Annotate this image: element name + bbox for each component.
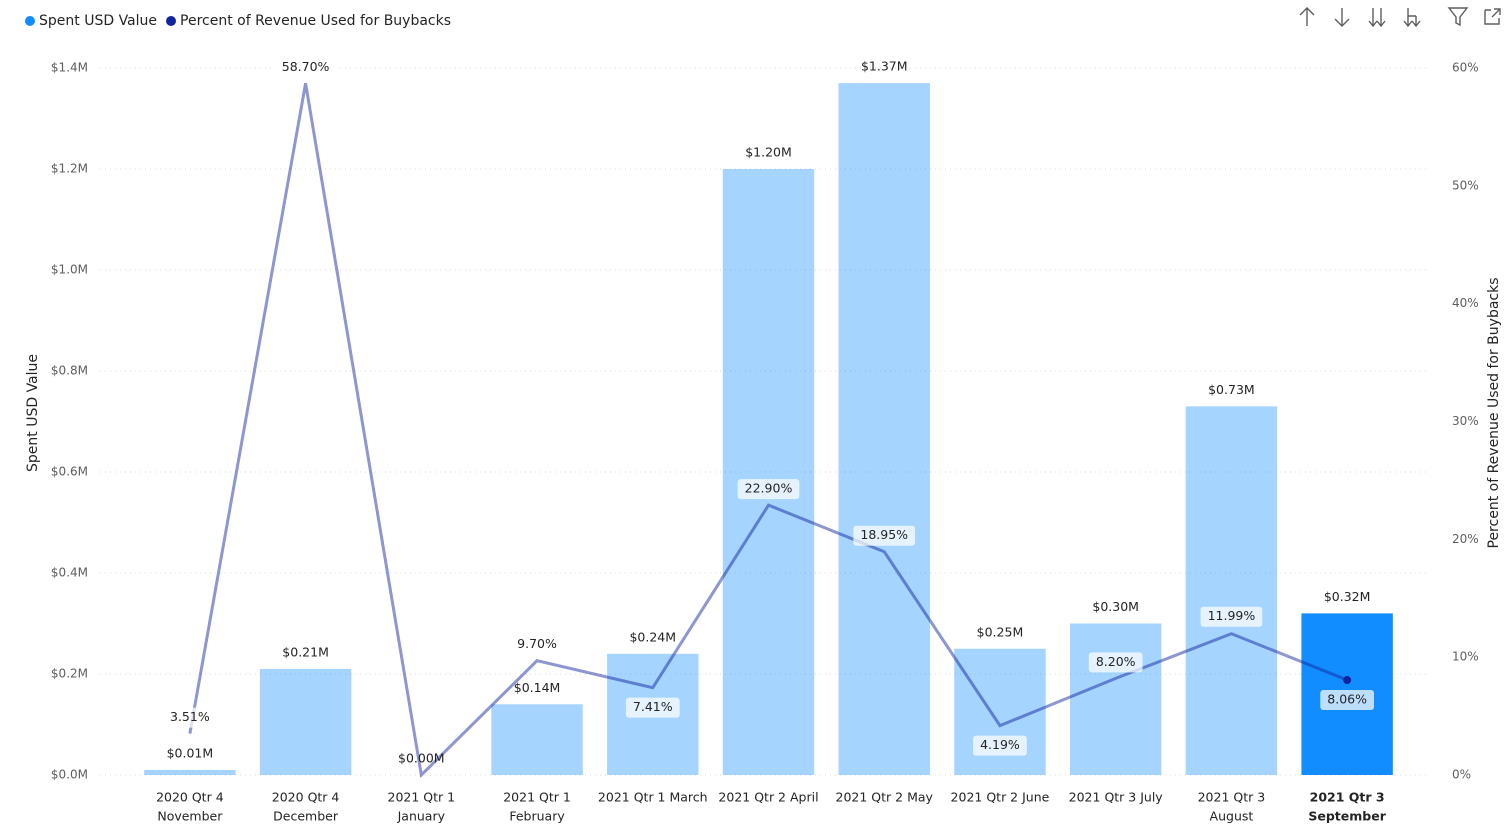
legend-label: Spent USD Value <box>39 13 157 29</box>
go-next-level-icon[interactable] <box>1368 8 1386 28</box>
bar-value-label: $1.37M <box>861 59 908 74</box>
line-value-label: 8.06% <box>1327 692 1367 707</box>
x-tick-label: 2021 Qtr 2 June <box>951 790 1050 805</box>
bar-value-label: $0.30M <box>1092 599 1139 614</box>
line-point <box>1343 676 1352 685</box>
bar-value-label: $0.01M <box>167 745 214 760</box>
x-tick-label: 2021 Qtr 1 March <box>598 790 708 805</box>
value-label-box <box>737 479 800 500</box>
legend-marker <box>166 16 177 26</box>
line-value-label: 22.90% <box>745 481 793 496</box>
bar <box>491 704 583 775</box>
bar-value-label: $0.25M <box>977 624 1024 639</box>
bar <box>259 668 352 775</box>
y2-tick-label: 20% <box>1452 532 1479 546</box>
bar-value-label: $0.73M <box>1208 382 1255 397</box>
focus-mode-icon[interactable] <box>1484 8 1501 25</box>
x-tick-label: 2021 Qtr 2 April <box>718 790 818 805</box>
x-tick-label: 2021 Qtr 3 July <box>1069 790 1164 805</box>
line-value-label: 58.70% <box>282 59 330 74</box>
x-tick-label: 2021 Qtr 3 <box>1198 790 1266 805</box>
line-value-label: 11.99% <box>1208 608 1256 623</box>
y2-tick-label: 30% <box>1452 414 1479 428</box>
y2-axis-title: Percent of Revenue Used for Buybacks <box>1486 277 1502 548</box>
y2-tick-label: 0% <box>1452 768 1471 782</box>
x-tick-label: December <box>273 809 339 824</box>
value-label-box <box>625 697 680 718</box>
y-tick-label: $1.2M <box>51 162 88 176</box>
x-tick-label: September <box>1308 809 1386 824</box>
filter-icon[interactable] <box>1447 7 1469 27</box>
bar <box>144 769 236 775</box>
drill-down-icon[interactable] <box>1334 8 1350 27</box>
value-label-box <box>1088 652 1143 673</box>
value-label-box <box>973 735 1027 756</box>
legend-label: Percent of Revenue Used for Buybacks <box>180 13 451 29</box>
bar-value-label: $0.14M <box>514 680 561 695</box>
y-tick-label: $0.0M <box>51 768 88 782</box>
x-tick-label: 2021 Qtr 3 <box>1310 790 1385 805</box>
line-value-label: 18.95% <box>860 527 908 542</box>
x-tick-label: January <box>397 809 446 824</box>
value-label-box <box>274 57 337 78</box>
y-axis-title: Spent USD Value <box>25 354 41 472</box>
bar <box>838 83 930 775</box>
x-tick-label: 2021 Qtr 1 <box>503 790 571 805</box>
line-value-label: 3.51% <box>170 709 210 724</box>
y-tick-label: $0.6M <box>51 465 88 479</box>
y-tick-label: $0.8M <box>51 364 88 378</box>
bar <box>1069 623 1162 775</box>
line-value-label: 9.70% <box>517 636 557 651</box>
line-value-label: 8.20% <box>1096 654 1136 669</box>
value-label-box <box>510 634 564 655</box>
y2-tick-label: 40% <box>1452 296 1479 310</box>
bar-value-label: $0.21M <box>282 644 329 659</box>
y-tick-label: $1.0M <box>51 263 88 277</box>
x-tick-label: 2021 Qtr 2 May <box>836 790 934 805</box>
value-label-box <box>163 707 217 728</box>
bar-value-label: $0.00M <box>398 751 445 766</box>
y-tick-label: $1.4M <box>51 61 88 75</box>
legend-marker <box>25 16 35 26</box>
expand-hierarchy-icon[interactable] <box>1403 8 1421 28</box>
bar-value-label: $0.32M <box>1324 589 1371 604</box>
bar <box>722 169 815 775</box>
x-tick-label: 2020 Qtr 4 <box>272 790 340 805</box>
toolbar <box>1299 7 1501 28</box>
y-tick-label: $0.4M <box>51 566 88 580</box>
y-tick-label: $0.2M <box>51 667 88 681</box>
drill-up-icon[interactable] <box>1299 7 1315 26</box>
value-label-box <box>1320 690 1374 711</box>
y2-tick-label: 10% <box>1452 650 1479 664</box>
x-tick-label: August <box>1210 809 1254 824</box>
line-value-label: 7.41% <box>633 699 673 714</box>
line <box>188 83 1348 779</box>
bar-value-label: $0.24M <box>629 629 676 644</box>
y2-tick-label: 60% <box>1452 61 1479 75</box>
x-tick-label: 2020 Qtr 4 <box>156 790 224 805</box>
y2-tick-label: 50% <box>1452 178 1479 192</box>
line-value-label: 4.19% <box>980 737 1020 752</box>
x-tick-label: 2021 Qtr 1 <box>388 790 456 805</box>
bar-value-label: $1.20M <box>745 145 792 160</box>
value-label-box <box>1200 606 1263 627</box>
value-label-box <box>853 525 916 546</box>
x-tick-label: November <box>157 809 223 824</box>
bar <box>1185 406 1278 775</box>
x-tick-label: February <box>509 809 565 824</box>
